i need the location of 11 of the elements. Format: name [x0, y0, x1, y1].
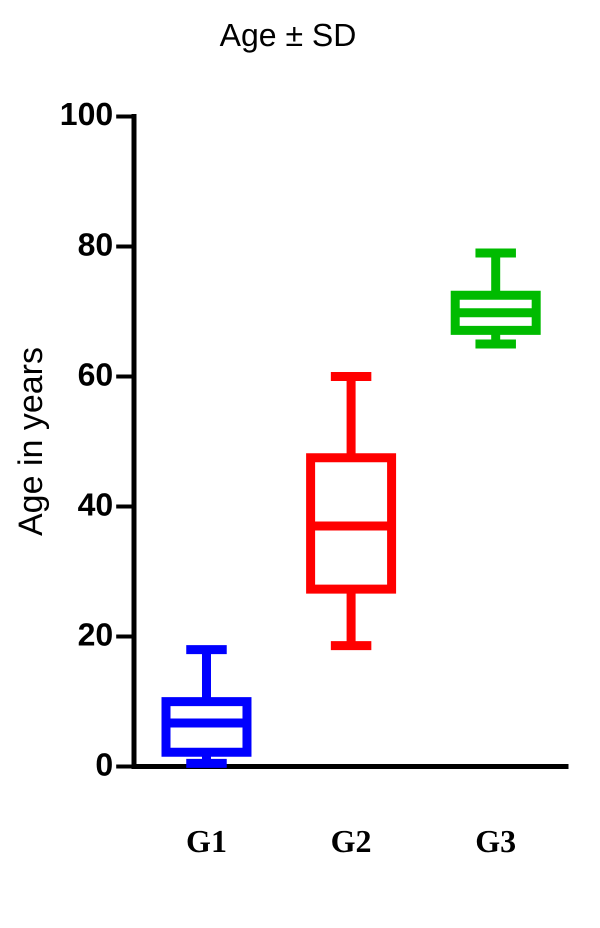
y-tick-label: 100: [60, 96, 114, 132]
y-axis-title: Age in years: [12, 347, 50, 536]
y-tick-label: 80: [78, 226, 114, 262]
chart-title: Age ± SD: [220, 17, 356, 54]
x-tick-label: G2: [330, 823, 372, 860]
y-tick-label: 40: [78, 486, 114, 522]
y-tick-label: 20: [78, 616, 114, 652]
y-tick-label: 60: [78, 356, 114, 392]
x-tick-label: G1: [186, 823, 227, 860]
x-tick-label: G3: [475, 823, 516, 860]
y-tick-label: 0: [95, 746, 114, 782]
